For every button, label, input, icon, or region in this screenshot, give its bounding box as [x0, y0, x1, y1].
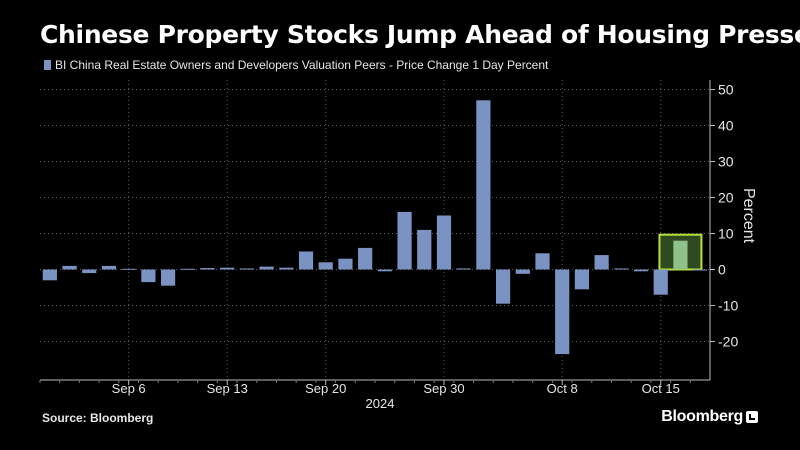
x-tick-label: Oct 8 [547, 381, 578, 396]
bar-sep-20 [338, 258, 353, 270]
source-note: Source: Bloomberg [42, 411, 154, 425]
bar-sep-27 [436, 215, 452, 270]
bar-oct-11 [614, 268, 629, 270]
bar-sep-26 [417, 229, 432, 270]
bar-oct-17 [693, 269, 708, 271]
bar-sep-25 [397, 211, 412, 270]
y-tick-label: 10 [718, 226, 734, 242]
bar-oct-14 [633, 269, 649, 272]
bar-sep-12 [220, 267, 235, 270]
y-tick-label: 20 [718, 190, 734, 206]
bar-oct-8 [555, 269, 570, 355]
bar-sep-19 [318, 262, 333, 270]
y-axis-title: Percent [740, 188, 757, 244]
bar-sep-13 [239, 268, 255, 270]
bloomberg-mark-icon [746, 411, 758, 423]
x-tick-label: Sep 20 [305, 381, 346, 396]
legend: BI China Real Estate Owners and Develope… [44, 58, 548, 72]
bar-sep-11 [200, 268, 215, 270]
bar-oct-16 [673, 240, 688, 270]
y-tick-label: 50 [718, 82, 734, 98]
y-tick-label: 0 [718, 262, 726, 278]
bar-sep-3 [82, 269, 97, 274]
y-tick-label: -20 [718, 334, 738, 350]
x-axis-year-label: 2024 [366, 396, 395, 411]
bar-sep-6 [141, 269, 156, 283]
y-tick-label: 30 [718, 154, 734, 170]
bar-sep-18 [298, 251, 314, 270]
x-tick-label: Sep 6 [112, 381, 146, 396]
bar-sep-30 [456, 268, 471, 270]
bar-sep-24 [377, 269, 392, 272]
bar-oct-10 [594, 255, 609, 270]
legend-label: BI China Real Estate Owners and Develope… [55, 58, 549, 72]
bar-oct-15 [653, 269, 668, 295]
x-tick-label: Oct 15 [642, 381, 680, 396]
bar-sep-23 [358, 247, 373, 270]
bloomberg-logo: Bloomberg [661, 408, 758, 426]
bar-sep-10 [180, 268, 195, 270]
bar-oct-7 [535, 253, 550, 270]
bar-oct-2 [476, 100, 491, 270]
brand-text: Bloomberg [661, 408, 743, 425]
bar-oct-9 [574, 269, 590, 290]
x-tick-label: Sep 30 [423, 381, 464, 396]
y-tick-label: 40 [718, 118, 734, 134]
chart-title: Chinese Property Stocks Jump Ahead of Ho… [40, 20, 800, 49]
x-tick-label: Sep 13 [207, 381, 248, 396]
bar-sep-4 [101, 265, 117, 270]
bar-sep-2 [62, 265, 77, 270]
bar-oct-3 [495, 269, 511, 304]
bar-oct-4 [515, 269, 530, 274]
bar-aug-30 [42, 269, 57, 281]
bar-sep-16 [259, 266, 274, 270]
bar-sep-9 [160, 269, 176, 286]
legend-swatch [44, 60, 51, 70]
y-tick-label: -10 [718, 298, 738, 314]
bar-sep-5 [121, 268, 136, 270]
bar-sep-17 [279, 267, 294, 270]
